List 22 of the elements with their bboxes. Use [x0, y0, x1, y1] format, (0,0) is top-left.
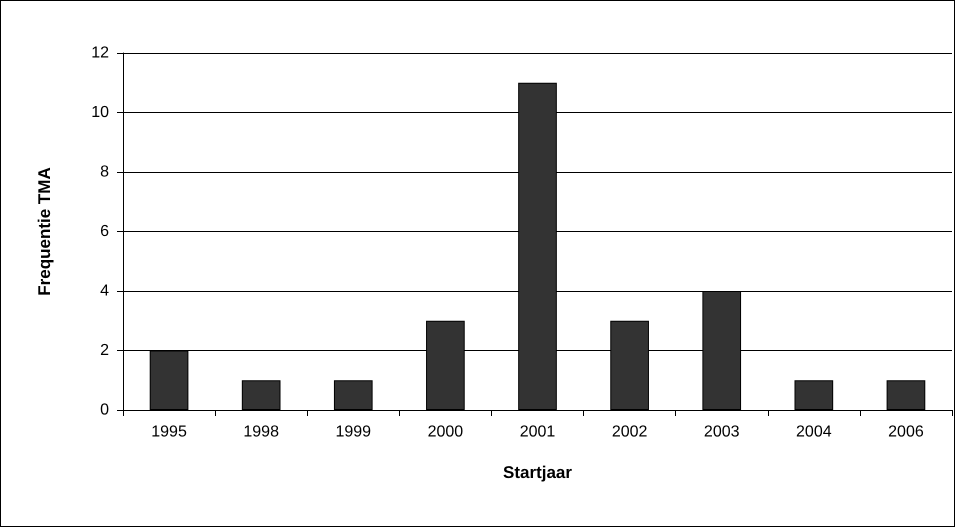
- y-tick-label: 0: [100, 402, 110, 418]
- x-tick-label: 1998: [243, 424, 280, 440]
- y-tick-label: 10: [91, 104, 110, 121]
- x-tick-label: 2004: [796, 424, 832, 440]
- y-tick-label: 4: [100, 282, 110, 300]
- x-tick-label: 2006: [888, 424, 924, 440]
- y-tick-label: 6: [100, 223, 110, 240]
- x-tick-label: 2000: [428, 424, 464, 440]
- y-axis-title: Frequentie TMA: [35, 167, 54, 296]
- bar: [334, 380, 373, 410]
- x-tick-label: 1995: [151, 424, 187, 440]
- x-tick-label: 2001: [520, 424, 556, 440]
- y-tick-label: 12: [91, 44, 110, 62]
- x-tick-label: 2002: [612, 424, 648, 440]
- x-tick-label: 2003: [704, 424, 740, 440]
- bar: [794, 380, 834, 410]
- bar: [886, 380, 926, 410]
- y-tick-label: 2: [100, 342, 110, 359]
- bar: [242, 380, 281, 410]
- y-tick-label: 8: [100, 164, 110, 180]
- x-tick-label: 1999: [335, 424, 372, 440]
- x-axis-title: Startjaar: [503, 463, 572, 482]
